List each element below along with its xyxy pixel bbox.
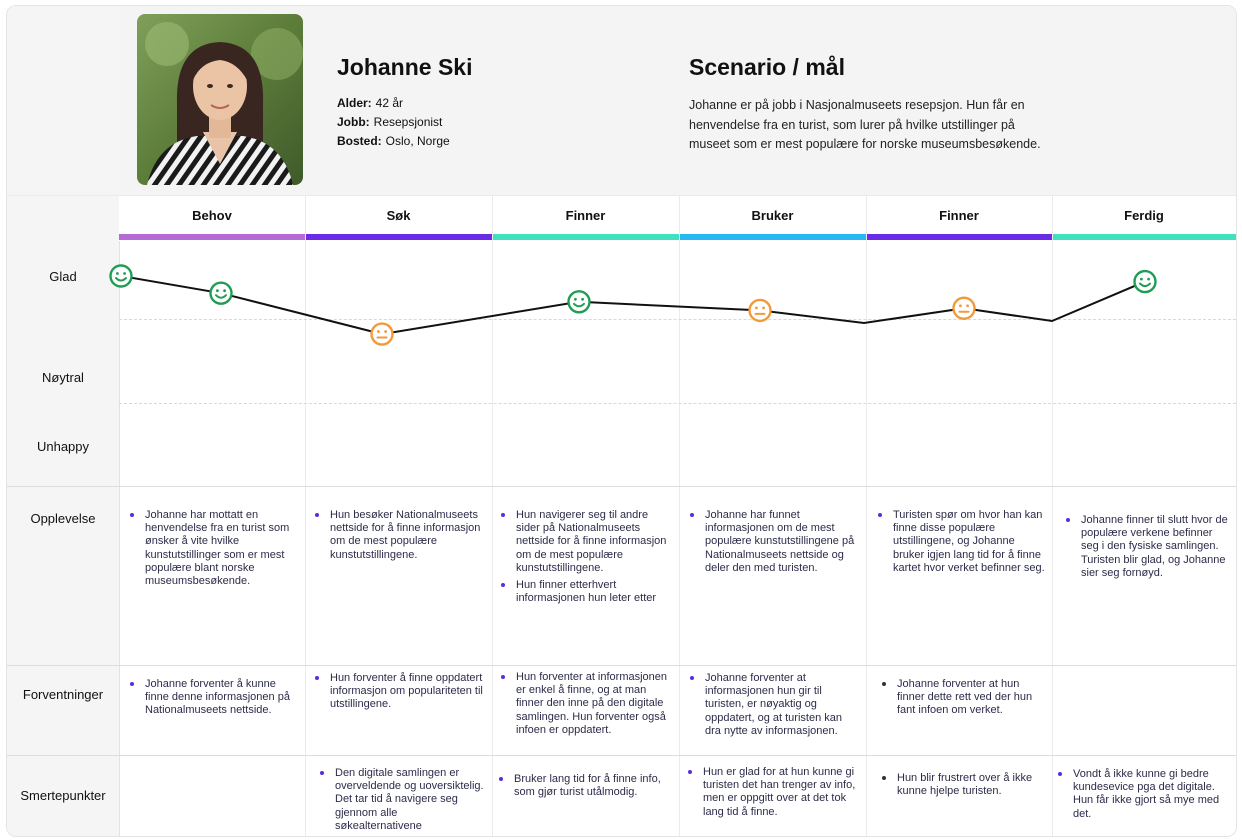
list-item: Johanne forventer at informasjonen hun g…: [689, 672, 859, 738]
list-item: Johanne har funnet informasjonen om de m…: [689, 509, 859, 575]
stage-bruker: Bruker: [679, 196, 866, 240]
list-item: Hun forventer at informasjonen er enkel …: [500, 671, 670, 737]
stage-sok: Søk: [305, 196, 492, 240]
neutral-face-icon: [370, 322, 394, 346]
smertepunkter-cell-bruker: Hun er glad for at hun kunne gi turisten…: [687, 766, 859, 823]
list-item: Hun besøker Nationalmuseets nettside for…: [314, 509, 484, 562]
level-noytral: Nøytral: [42, 370, 84, 385]
stage-color-bar: [119, 234, 305, 240]
persona-photo: [137, 14, 303, 185]
opplevelse-cell-ferdig: Johanne finner til slutt hvor de populær…: [1065, 514, 1230, 584]
stage-color-bar: [305, 234, 492, 240]
forventninger-cell-finner-2: Johanne forventer at hun finner dette re…: [881, 678, 1046, 722]
list-item: Den digitale samlingen er overveldende o…: [319, 767, 484, 833]
stage-finner-2: Finner: [866, 196, 1052, 240]
row-label-column: [7, 6, 119, 836]
opplevelse-cell-finner-1: Hun navigerer seg til andre sider på Nat…: [500, 509, 670, 609]
stage-color-bar: [679, 234, 866, 240]
stage-color-bar: [1052, 234, 1236, 240]
row-label-opplevelse: Opplevelse: [30, 511, 96, 526]
list-item: Hun finner etterhvert informasjonen hun …: [500, 579, 670, 605]
journey-map: Johanne Ski Alder: 42 år Jobb: Resepsjonis…: [6, 5, 1237, 837]
forventninger-cell-behov: Johanne forventer å kunne finne denne in…: [129, 678, 297, 722]
persona-age: Alder: 42 år: [337, 96, 404, 110]
stage-color-bar: [866, 234, 1052, 240]
persona-job: Jobb: Resepsjonist: [337, 115, 443, 129]
list-item: Hun forventer å finne oppdatert informas…: [314, 672, 484, 712]
list-item: Vondt å ikke kunne gi bedre kundesevice …: [1057, 768, 1229, 821]
row-label-smertepunkter: Smertepunkter: [20, 788, 106, 803]
level-unhappy: Unhappy: [36, 439, 90, 454]
stage-behov: Behov: [119, 196, 305, 240]
neutral-face-icon: [952, 296, 976, 320]
persona-home: Bosted: Oslo, Norge: [337, 134, 450, 148]
emotion-line: [120, 275, 1146, 336]
opplevelse-cell-sok: Hun besøker Nationalmuseets nettside for…: [314, 509, 484, 566]
scenario-text: Johanne er på jobb i Nasjonalmuseets res…: [689, 98, 1041, 151]
smertepunkter-cell-finner-2: Hun blir frustrert over å ikke kunne hje…: [881, 772, 1046, 802]
list-item: Bruker lang tid for å finne info, som gj…: [498, 773, 668, 799]
forventninger-cell-bruker: Johanne forventer at informasjonen hun g…: [689, 672, 859, 742]
stage-ferdig: Ferdig: [1052, 196, 1236, 240]
opplevelse-cell-behov: Johanne har mottatt en henvendelse fra e…: [129, 509, 297, 592]
stage-color-bar: [492, 234, 679, 240]
row-label-forventninger: Forventninger: [22, 687, 104, 702]
smertepunkter-cell-ferdig: Vondt å ikke kunne gi bedre kundesevice …: [1057, 768, 1229, 825]
happy-face-icon: [209, 281, 233, 305]
list-item: Johanne finner til slutt hvor de populær…: [1065, 514, 1230, 580]
smertepunkter-cell-finner-1: Bruker lang tid for å finne info, som gj…: [498, 773, 668, 803]
forventninger-cell-sok: Hun forventer å finne oppdatert informas…: [314, 672, 484, 716]
list-item: Turisten spør om hvor han kan finne diss…: [877, 509, 1045, 575]
smertepunkter-cell-sok: Den digitale samlingen er overveldende o…: [319, 767, 484, 836]
header-area: [119, 6, 1236, 195]
list-item: Hun blir frustrert over å ikke kunne hje…: [881, 772, 1046, 798]
persona-details: Alder: 42 år Jobb: Resepsjonist Bosted: Osl…: [337, 94, 450, 151]
list-item: Johanne har mottatt en henvendelse fra e…: [129, 509, 297, 588]
forventninger-cell-finner-1: Hun forventer at informasjonen er enkel …: [500, 671, 670, 741]
happy-face-icon: [567, 290, 591, 314]
scenario-title: Scenario / mål: [689, 54, 845, 80]
opplevelse-cell-bruker: Johanne har funnet informasjonen om de m…: [689, 509, 859, 579]
list-item: Johanne forventer å kunne finne denne in…: [129, 678, 297, 718]
persona-name: Johanne Ski: [337, 54, 473, 80]
level-glad: Glad: [49, 269, 77, 284]
list-item: Hun navigerer seg til andre sider på Nat…: [500, 509, 670, 575]
list-item: Johanne forventer at hun finner dette re…: [881, 678, 1046, 718]
list-item: Hun er glad for at hun kunne gi turisten…: [687, 766, 859, 819]
opplevelse-cell-finner-2: Turisten spør om hvor han kan finne diss…: [877, 509, 1045, 579]
stage-finner-1: Finner: [492, 196, 679, 240]
happy-face-icon: [1133, 269, 1157, 294]
happy-face-icon: [109, 264, 133, 288]
neutral-face-icon: [748, 298, 772, 323]
emotion-curve-chart: [109, 264, 1157, 346]
